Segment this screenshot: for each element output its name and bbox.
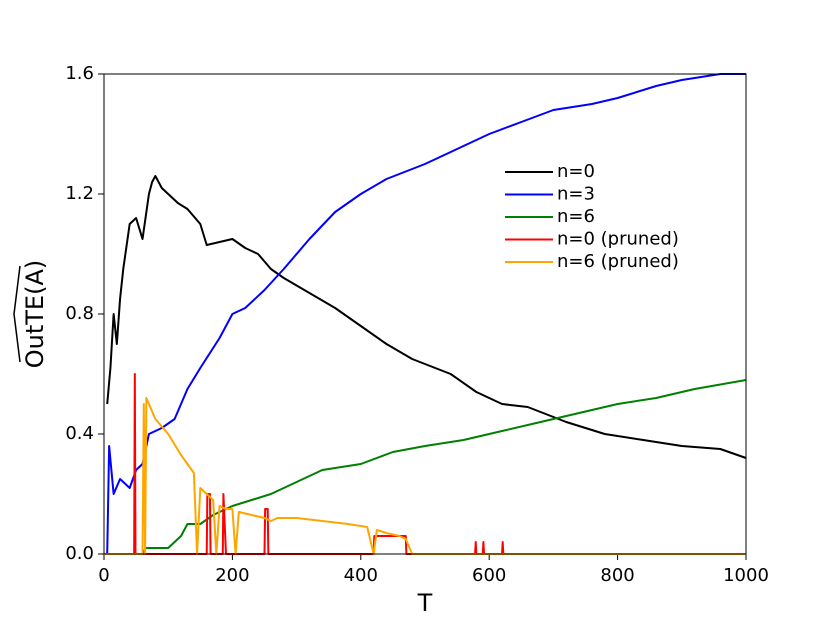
legend-label: n=6 [557, 206, 595, 227]
x-tick-label: 600 [472, 565, 506, 586]
y-tick-label: 1.6 [65, 63, 94, 84]
y-tick-label: 0.4 [65, 423, 94, 444]
series-line [104, 373, 746, 555]
y-tick-label: 0.0 [65, 543, 94, 564]
x-tick-label: 400 [344, 565, 378, 586]
legend-label: n=0 (pruned) [557, 229, 679, 250]
y-axis-label: OutTE(A) [21, 260, 49, 368]
legend-label: n=0 [557, 161, 595, 182]
plot-frame [103, 73, 747, 555]
series-line [104, 379, 747, 555]
x-tick-label: 800 [600, 565, 634, 586]
x-axis-label: T [417, 589, 433, 617]
legend-label: n=6 (pruned) [557, 251, 679, 272]
y-tick-label: 1.2 [65, 183, 94, 204]
series-line [106, 73, 746, 555]
x-tick-label: 1000 [723, 565, 769, 586]
series-line [106, 175, 747, 459]
x-tick-label: 0 [98, 565, 109, 586]
y-tick-label: 0.8 [65, 303, 94, 324]
x-tick-label: 200 [215, 565, 249, 586]
legend-label: n=3 [557, 184, 595, 205]
hat-accent [13, 265, 21, 363]
series-line [104, 397, 746, 555]
